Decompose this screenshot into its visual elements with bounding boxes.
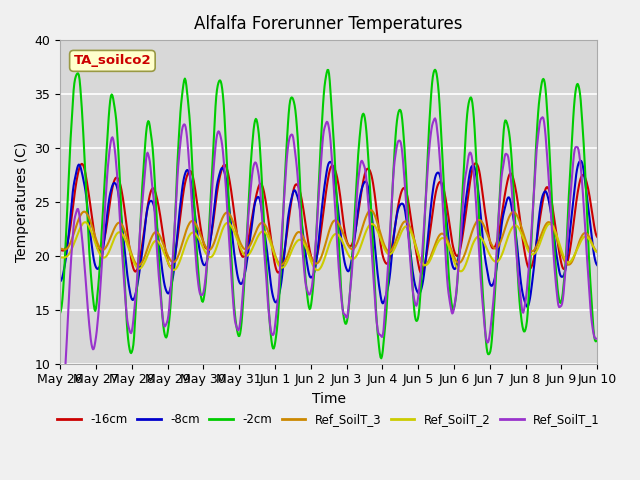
-16cm (66, 228, 74, 233)
-8cm (394, 208, 401, 214)
Ref_SoilT_1 (204, 248, 212, 254)
-16cm (176, 219, 184, 225)
-8cm (66, 219, 74, 225)
-8cm (523, 304, 531, 310)
-16cm (418, 271, 426, 276)
Ref_SoilT_3 (593, 249, 601, 254)
-2cm (593, 338, 601, 344)
Ref_SoilT_2 (395, 236, 403, 242)
-16cm (593, 234, 601, 240)
Ref_SoilT_3 (122, 229, 129, 235)
-8cm (577, 158, 584, 164)
-8cm (593, 262, 601, 268)
-2cm (410, 306, 418, 312)
Ref_SoilT_2 (410, 239, 418, 244)
Ref_SoilT_3 (176, 249, 184, 255)
-16cm (410, 232, 417, 238)
Ref_SoilT_1 (593, 336, 601, 341)
Ref_SoilT_3 (367, 207, 374, 213)
Ref_SoilT_2 (177, 257, 184, 263)
Ref_SoilT_3 (56, 246, 64, 252)
Line: -16cm: -16cm (60, 163, 597, 274)
-16cm (122, 211, 129, 217)
Ref_SoilT_2 (593, 249, 601, 255)
-2cm (66, 148, 74, 154)
-8cm (56, 278, 64, 284)
Ref_SoilT_2 (81, 219, 88, 225)
Ref_SoilT_2 (205, 254, 212, 260)
Ref_SoilT_2 (66, 250, 74, 255)
Ref_SoilT_3 (395, 230, 403, 236)
Line: -8cm: -8cm (60, 161, 597, 307)
Ref_SoilT_1 (122, 293, 129, 299)
Ref_SoilT_2 (56, 254, 64, 260)
Line: Ref_SoilT_3: Ref_SoilT_3 (60, 210, 597, 265)
Text: TA_soilco2: TA_soilco2 (74, 54, 151, 67)
-8cm (204, 253, 212, 259)
Ref_SoilT_1 (66, 277, 74, 283)
-2cm (395, 109, 403, 115)
Line: Ref_SoilT_2: Ref_SoilT_2 (60, 222, 597, 271)
-8cm (176, 208, 184, 214)
Ref_SoilT_1 (176, 147, 184, 153)
-16cm (394, 205, 401, 211)
Ref_SoilT_1 (394, 139, 401, 145)
Line: Ref_SoilT_1: Ref_SoilT_1 (60, 117, 597, 437)
Line: -2cm: -2cm (60, 70, 597, 358)
X-axis label: Time: Time (312, 392, 346, 406)
Ref_SoilT_1 (56, 434, 64, 440)
-16cm (56, 247, 64, 253)
Ref_SoilT_3 (420, 263, 428, 268)
-2cm (56, 310, 64, 316)
Ref_SoilT_2 (456, 268, 464, 274)
Legend: -16cm, -8cm, -2cm, Ref_SoilT_3, Ref_SoilT_2, Ref_SoilT_1: -16cm, -8cm, -2cm, Ref_SoilT_3, Ref_Soil… (52, 408, 605, 431)
-8cm (410, 274, 417, 279)
Title: Alfalfa Forerunner Temperatures: Alfalfa Forerunner Temperatures (195, 15, 463, 33)
Ref_SoilT_1 (539, 114, 547, 120)
Y-axis label: Temperatures (C): Temperatures (C) (15, 142, 29, 262)
-2cm (176, 121, 184, 127)
Ref_SoilT_3 (410, 237, 418, 242)
Ref_SoilT_3 (66, 241, 74, 247)
-2cm (122, 287, 129, 293)
-2cm (431, 67, 439, 72)
-2cm (378, 355, 385, 361)
Ref_SoilT_1 (410, 293, 417, 299)
-16cm (204, 244, 212, 250)
Ref_SoilT_3 (204, 247, 212, 252)
Ref_SoilT_2 (122, 238, 130, 244)
-2cm (204, 244, 212, 250)
-16cm (472, 160, 479, 166)
-8cm (122, 252, 129, 258)
